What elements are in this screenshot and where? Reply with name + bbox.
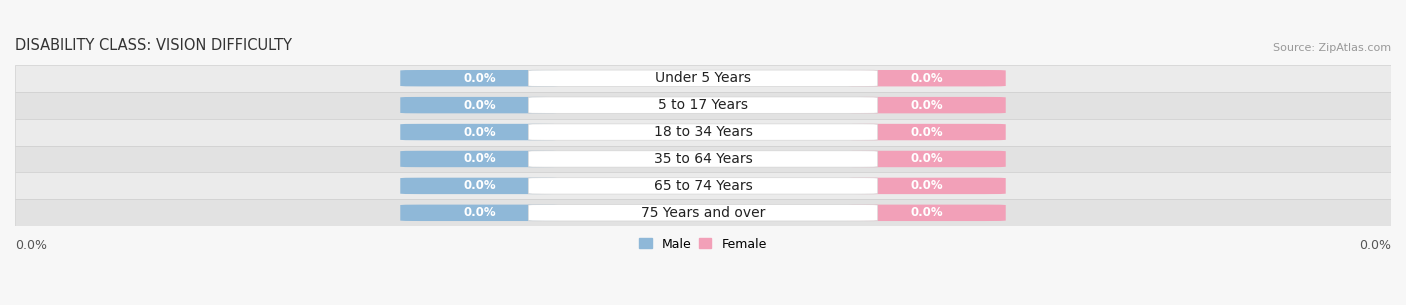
FancyBboxPatch shape <box>401 178 558 194</box>
Text: 0.0%: 0.0% <box>910 152 943 166</box>
FancyBboxPatch shape <box>401 205 558 221</box>
FancyBboxPatch shape <box>848 70 1005 86</box>
Text: 18 to 34 Years: 18 to 34 Years <box>654 125 752 139</box>
FancyBboxPatch shape <box>848 124 1005 140</box>
Text: 0.0%: 0.0% <box>463 72 496 85</box>
Text: 0.0%: 0.0% <box>910 126 943 138</box>
Text: 0.0%: 0.0% <box>910 179 943 192</box>
FancyBboxPatch shape <box>401 70 558 86</box>
Text: 75 Years and over: 75 Years and over <box>641 206 765 220</box>
Text: 0.0%: 0.0% <box>910 99 943 112</box>
FancyBboxPatch shape <box>401 151 558 167</box>
Bar <box>15 119 1391 145</box>
FancyBboxPatch shape <box>848 97 1005 113</box>
Text: DISABILITY CLASS: VISION DIFFICULTY: DISABILITY CLASS: VISION DIFFICULTY <box>15 38 292 53</box>
FancyBboxPatch shape <box>529 70 877 86</box>
FancyBboxPatch shape <box>401 124 558 140</box>
Text: 0.0%: 0.0% <box>910 206 943 219</box>
FancyBboxPatch shape <box>529 205 877 221</box>
Bar <box>15 199 1391 226</box>
Text: 35 to 64 Years: 35 to 64 Years <box>654 152 752 166</box>
FancyBboxPatch shape <box>848 178 1005 194</box>
Bar <box>15 145 1391 172</box>
Bar <box>15 65 1391 92</box>
Text: 0.0%: 0.0% <box>463 126 496 138</box>
Bar <box>15 172 1391 199</box>
FancyBboxPatch shape <box>848 205 1005 221</box>
Text: 65 to 74 Years: 65 to 74 Years <box>654 179 752 193</box>
Text: 5 to 17 Years: 5 to 17 Years <box>658 98 748 112</box>
Text: 0.0%: 0.0% <box>1360 239 1391 252</box>
Text: Source: ZipAtlas.com: Source: ZipAtlas.com <box>1272 43 1391 53</box>
FancyBboxPatch shape <box>401 97 558 113</box>
Text: 0.0%: 0.0% <box>463 152 496 166</box>
Legend: Male, Female: Male, Female <box>634 233 772 256</box>
FancyBboxPatch shape <box>529 151 877 167</box>
FancyBboxPatch shape <box>529 178 877 194</box>
Text: 0.0%: 0.0% <box>15 239 46 252</box>
Text: 0.0%: 0.0% <box>463 179 496 192</box>
FancyBboxPatch shape <box>529 124 877 140</box>
Text: 0.0%: 0.0% <box>463 99 496 112</box>
Bar <box>15 92 1391 119</box>
FancyBboxPatch shape <box>529 97 877 113</box>
FancyBboxPatch shape <box>848 151 1005 167</box>
Text: Under 5 Years: Under 5 Years <box>655 71 751 85</box>
Text: 0.0%: 0.0% <box>910 72 943 85</box>
Text: 0.0%: 0.0% <box>463 206 496 219</box>
